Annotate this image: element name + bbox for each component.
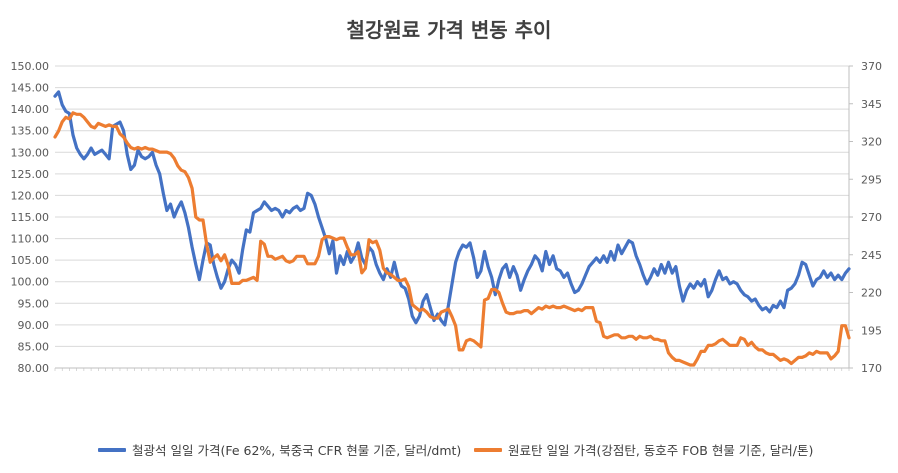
right-tick-label: 345 [861,98,882,111]
left-tick-label: 80.00 [18,362,50,375]
left-tick-label: 95.00 [18,297,50,310]
legend-item-coking-coal: 원료탄 일일 가격(강점탄, 동호주 FOB 현물 기준, 달러/톤) [474,440,813,459]
series-line-iron-ore [53,90,851,327]
left-tick-label: 145.00 [11,82,50,95]
x-axis [54,367,850,371]
left-tick-label: 110.00 [11,233,50,246]
left-tick-label: 85.00 [18,340,50,353]
left-tick-label: 120.00 [11,189,50,202]
right-tick-label: 195 [861,324,882,337]
legend-label-iron-ore: 철광석 일일 가격(Fe 62%, 북중국 CFR 현물 기준, 달러/dmt) [132,443,462,458]
series-layer [53,90,851,367]
left-tick-label: 150.00 [11,60,50,73]
legend-swatch-coking-coal [474,447,502,452]
left-tick-label: 140.00 [11,103,50,116]
left-tick-label: 115.00 [11,211,50,224]
right-tick-label: 270 [861,211,882,224]
right-tick-label: 320 [861,136,882,149]
legend-label-coking-coal: 원료탄 일일 가격(강점탄, 동호주 FOB 현물 기준, 달러/톤) [508,443,814,458]
right-tick-label: 245 [861,249,882,262]
left-tick-label: 130.00 [11,146,50,159]
left-tick-label: 135.00 [11,125,50,138]
left-y-axis: 80.00 85.00 90.00 95.00 100.00 105.00 110.00 11… [11,60,50,375]
left-tick-label: 125.00 [11,168,50,181]
legend-swatch-iron-ore [98,447,126,452]
left-tick-label: 90.00 [18,319,50,332]
left-tick-label: 105.00 [11,254,50,267]
right-tick-label: 220 [861,287,882,300]
right-tick-label: 295 [861,173,882,186]
series-line-coking-coal [53,111,851,367]
right-y-axis: 170 195 220 245 270 295 320 345 370 [848,60,882,375]
left-tick-label: 100.00 [11,276,50,289]
right-tick-label: 370 [861,60,882,73]
chart-title: 철강원료 가격 변동 추이 [346,18,552,42]
legend: 철광석 일일 가격(Fe 62%, 북중국 CFR 현물 기준, 달러/dmt)… [0,440,898,468]
legend-item-iron-ore: 철광석 일일 가격(Fe 62%, 북중국 CFR 현물 기준, 달러/dmt) [98,440,461,459]
right-tick-label: 170 [861,362,882,375]
